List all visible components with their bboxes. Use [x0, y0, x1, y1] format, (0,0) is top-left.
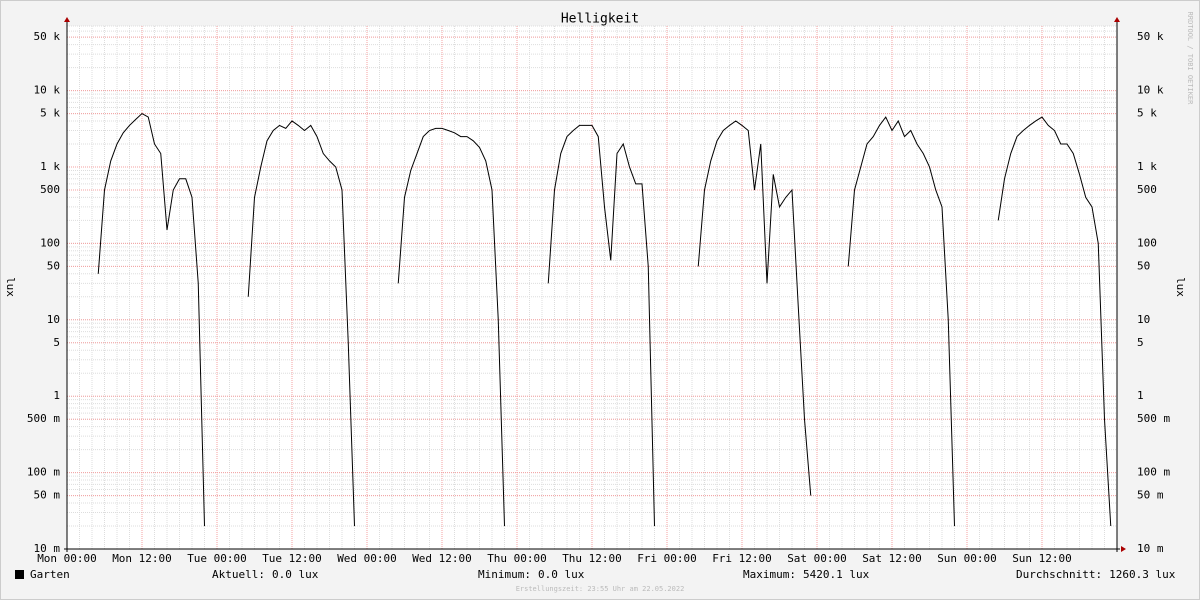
y-axis-label-right: lux [1174, 277, 1187, 297]
y-tick-label: 10 [47, 313, 60, 326]
y-tick-label-right: 100 m [1137, 466, 1170, 479]
watermark: RRDTOOL / TOBI OETIKER [1186, 12, 1194, 106]
x-tick-label: Fri 12:00 [712, 552, 772, 565]
y-tick-label: 100 m [27, 466, 60, 479]
x-tick-label: Tue 00:00 [187, 552, 247, 565]
y-tick-label: 1 [53, 389, 60, 402]
legend-stat-label: Aktuell: [212, 568, 265, 581]
y-tick-label-right: 5 [1137, 336, 1144, 349]
x-tick-label: Wed 00:00 [337, 552, 397, 565]
data-line [97, 112, 1112, 527]
y-tick-label-right: 10 m [1137, 542, 1164, 555]
legend-stat-label: Durchschnitt: [1016, 568, 1102, 581]
axis-arrow [1121, 546, 1126, 552]
y-tick-label-right: 50 k [1137, 30, 1164, 43]
chart-title: Helligkeit [561, 12, 639, 27]
legend-stat-value: 5420.1 lux [803, 568, 870, 581]
y-tick-label-right: 10 k [1137, 84, 1164, 97]
y-tick-label-right: 1 k [1137, 160, 1157, 173]
y-tick-label: 50 m [34, 489, 61, 502]
y-tick-label-right: 500 [1137, 183, 1157, 196]
y-tick-label: 5 k [40, 107, 60, 120]
legend-stat-label: Maximum: [743, 568, 796, 581]
y-tick-label: 10 k [34, 84, 61, 97]
x-tick-label: Sun 00:00 [937, 552, 997, 565]
y-tick-label: 1 k [40, 160, 60, 173]
y-tick-label-right: 50 [1137, 259, 1150, 272]
x-tick-label: Thu 00:00 [487, 552, 547, 565]
x-tick-label: Sat 12:00 [862, 552, 922, 565]
axis-arrow [1114, 17, 1120, 22]
legend-swatch [15, 570, 24, 579]
y-axis-label: lux [4, 277, 17, 297]
footer: Erstellungszeit: 23:55 Uhr am 22.05.2022 [516, 585, 685, 593]
y-tick-label: 500 m [27, 412, 60, 425]
y-tick-label: 50 [47, 259, 60, 272]
axis-arrow [64, 17, 70, 22]
x-tick-label: Thu 12:00 [562, 552, 622, 565]
y-tick-label: 100 [40, 236, 60, 249]
y-tick-label: 10 m [34, 542, 61, 555]
x-tick-label: Wed 12:00 [412, 552, 472, 565]
y-tick-label-right: 5 k [1137, 107, 1157, 120]
legend-stat-value: 0.0 lux [538, 568, 585, 581]
y-tick-label: 5 [53, 336, 60, 349]
y-tick-label-right: 10 [1137, 313, 1150, 326]
x-tick-label: Fri 00:00 [637, 552, 697, 565]
y-tick-label: 50 k [34, 30, 61, 43]
y-tick-label: 500 [40, 183, 60, 196]
x-tick-label: Mon 12:00 [112, 552, 172, 565]
x-tick-label: Mon 00:00 [37, 552, 97, 565]
y-tick-label-right: 100 [1137, 236, 1157, 249]
y-tick-label-right: 1 [1137, 389, 1144, 402]
x-tick-label: Sat 00:00 [787, 552, 847, 565]
y-tick-label-right: 50 m [1137, 489, 1164, 502]
y-tick-label-right: 500 m [1137, 412, 1170, 425]
legend-stat-label: Minimum: [478, 568, 531, 581]
x-tick-label: Tue 12:00 [262, 552, 322, 565]
x-tick-label: Sun 12:00 [1012, 552, 1072, 565]
legend-label: Garten [30, 568, 70, 581]
legend-stat-value: 0.0 lux [272, 568, 319, 581]
legend-stat-value: 1260.3 lux [1109, 568, 1176, 581]
